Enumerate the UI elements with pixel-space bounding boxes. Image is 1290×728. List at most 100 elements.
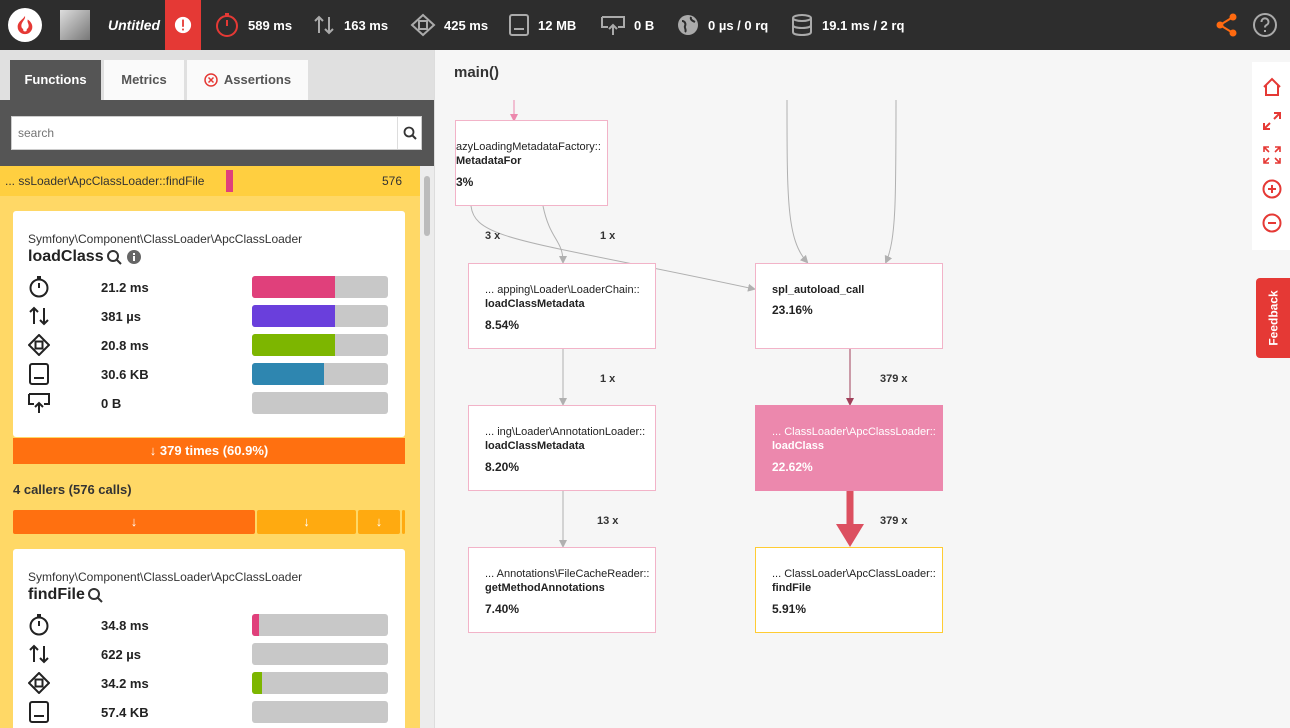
- flame-icon: [17, 15, 33, 35]
- tab-label: Assertions: [223, 72, 292, 87]
- search-button[interactable]: [397, 117, 421, 149]
- function-namespace: Symfony\Component\ClassLoader\ApcClassLo…: [28, 232, 303, 246]
- selected-function-count: 576: [381, 174, 402, 188]
- tab-functions[interactable]: Functions: [10, 60, 101, 100]
- scrollbar-thumb[interactable]: [424, 176, 430, 236]
- alert-icon: [174, 16, 192, 34]
- graph-node[interactable]: spl_autoload_call 23.16%: [755, 263, 943, 349]
- close-circle-icon: [204, 73, 218, 87]
- metric-value: 622 µs: [101, 647, 142, 662]
- search-icon: [403, 126, 417, 140]
- fit-button[interactable]: [1261, 144, 1283, 166]
- metric-bar-fill: [252, 305, 335, 327]
- metric-bar: [252, 392, 388, 414]
- graph-node[interactable]: ... ing\Loader\AnnotationLoader:: loadCl…: [468, 405, 656, 491]
- share-button[interactable]: [1215, 12, 1239, 43]
- expand-button[interactable]: [1261, 110, 1283, 132]
- io-arrows-icon: [29, 306, 49, 326]
- node-percent: 23.16%: [772, 303, 813, 317]
- node-class: ... ClassLoader\ApcClassLoader::: [772, 426, 936, 438]
- cpu-icon: [410, 13, 436, 37]
- metric-bar-fill: [252, 334, 335, 356]
- home-button[interactable]: [1261, 76, 1283, 98]
- globe-icon: [678, 15, 698, 35]
- function-name: loadClass: [28, 248, 142, 266]
- metric-io[interactable]: 163 ms: [312, 0, 388, 50]
- alert-button[interactable]: [165, 0, 201, 50]
- node-percent: 5.91%: [772, 602, 807, 616]
- stopwatch-icon: [216, 13, 238, 37]
- search-icon[interactable]: [106, 249, 122, 265]
- node-class: ... apping\Loader\LoaderChain::: [485, 284, 640, 296]
- metric-http[interactable]: 0 µs / 0 rq: [676, 0, 768, 50]
- avatar[interactable]: [60, 10, 90, 40]
- graph-edges: [470, 99, 897, 548]
- metric-sql[interactable]: 19.1 ms / 2 rq: [790, 0, 904, 50]
- call-graph-panel[interactable]: main() azyLoadingMetadataFactory:: Metad…: [434, 50, 1290, 728]
- metric-value: 34.8 ms: [101, 618, 149, 633]
- node-method: loadClassMetadata: [485, 440, 585, 452]
- node-percent: 7.40%: [485, 602, 520, 616]
- info-icon[interactable]: [126, 249, 142, 265]
- metric-network[interactable]: 0 B: [600, 0, 654, 50]
- metric-memory[interactable]: 12 MB: [508, 0, 576, 50]
- metric-bar: [252, 672, 388, 694]
- metric-bar: [252, 363, 388, 385]
- help-button[interactable]: [1252, 12, 1278, 43]
- metric-bar: [252, 614, 388, 636]
- node-method: findFile: [772, 582, 812, 594]
- feedback-button[interactable]: Feedback: [1256, 278, 1290, 358]
- graph-node[interactable]: ... apping\Loader\LoaderChain:: loadClas…: [468, 263, 656, 349]
- memory-icon: [509, 14, 529, 36]
- call-times-bar[interactable]: ↓ 379 times (60.9%): [13, 438, 405, 464]
- callers-label: 4 callers (576 calls): [13, 482, 132, 497]
- search-input[interactable]: [12, 117, 397, 149]
- metric-value: 21.2 ms: [101, 280, 149, 295]
- metric-row: 34.2 ms: [28, 672, 390, 694]
- graph-title: main(): [454, 64, 499, 81]
- memory-icon: [29, 701, 49, 723]
- search-icon[interactable]: [87, 587, 103, 603]
- tab-assertions[interactable]: Assertions: [187, 60, 308, 100]
- caller-bar-small[interactable]: [402, 510, 405, 534]
- graph-node[interactable]: azyLoadingMetadataFactory:: MetadataFor …: [455, 120, 608, 206]
- node-percent: 8.54%: [485, 318, 520, 332]
- metric-row: 30.6 KB: [28, 363, 390, 385]
- graph-node-selected[interactable]: ... ClassLoader\ApcClassLoader:: findFil…: [755, 547, 943, 633]
- tab-metrics[interactable]: Metrics: [104, 60, 184, 100]
- caller-bar[interactable]: ↓: [358, 510, 400, 534]
- cpu-icon: [28, 334, 50, 356]
- graph-node-highlighted[interactable]: ... ClassLoader\ApcClassLoader:: loadCla…: [755, 405, 943, 491]
- metric-value: 19.1 ms / 2 rq: [822, 17, 905, 33]
- function-card-loadclass[interactable]: Symfony\Component\ClassLoader\ApcClassLo…: [13, 211, 405, 437]
- database-icon: [792, 14, 812, 37]
- metric-cpu[interactable]: 425 ms: [410, 0, 488, 50]
- graph-edge-hot-arrow: [836, 524, 864, 547]
- graph-edge: [786, 99, 809, 264]
- edge-label: 3 x: [485, 230, 501, 242]
- node-class: spl_autoload_call: [772, 284, 865, 296]
- edge-label: 1 x: [600, 373, 616, 385]
- tabs: Functions Metrics Assertions: [0, 50, 434, 166]
- graph-edge: [884, 99, 897, 264]
- metric-wall-time[interactable]: 589 ms: [214, 0, 292, 50]
- zoom-out-button[interactable]: [1261, 212, 1283, 234]
- scrollbar-track[interactable]: [420, 166, 434, 728]
- profile-title[interactable]: Untitled: [108, 17, 161, 33]
- metric-value: 381 µs: [101, 309, 142, 324]
- blackfire-logo[interactable]: [8, 8, 42, 42]
- edge-label: 1 x: [600, 230, 616, 242]
- function-card-findfile[interactable]: Symfony\Component\ClassLoader\ApcClassLo…: [13, 549, 405, 728]
- graph-node[interactable]: ... Annotations\FileCacheReader:: getMet…: [468, 547, 656, 633]
- stopwatch-icon: [29, 614, 49, 636]
- edge-label: 379 x: [880, 373, 908, 385]
- zoom-in-button[interactable]: [1261, 178, 1283, 200]
- caller-bar[interactable]: ↓: [13, 510, 255, 534]
- caller-bar[interactable]: ↓: [257, 510, 356, 534]
- metric-value: 20.8 ms: [101, 338, 149, 353]
- graph-toolbox: [1252, 62, 1290, 250]
- selected-function-row[interactable]: ... ssLoader\ApcClassLoader::findFile 57…: [0, 166, 420, 196]
- home-icon: [1263, 77, 1281, 96]
- graph-edge: [470, 205, 756, 292]
- metric-value: 425 ms: [444, 17, 489, 33]
